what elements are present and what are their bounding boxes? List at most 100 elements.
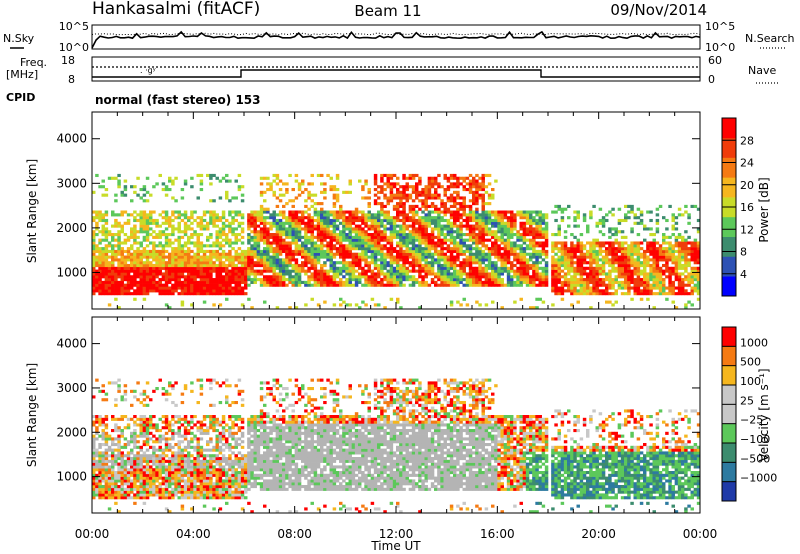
power-cell bbox=[557, 266, 561, 270]
power-cell bbox=[225, 238, 229, 242]
power-cell bbox=[345, 218, 349, 223]
power-cell bbox=[320, 263, 324, 268]
power-cell bbox=[639, 261, 644, 265]
power-cell bbox=[174, 266, 178, 270]
power-cell bbox=[671, 286, 675, 290]
power-cell bbox=[313, 224, 318, 228]
power-cell bbox=[481, 173, 485, 178]
power-cell bbox=[586, 255, 590, 259]
power-cell bbox=[481, 207, 485, 211]
power-cell bbox=[221, 216, 226, 220]
power-cell bbox=[392, 261, 397, 265]
power-cell bbox=[601, 292, 606, 296]
power-cell bbox=[424, 269, 428, 273]
power-cell bbox=[636, 221, 641, 225]
power-cell bbox=[415, 255, 419, 259]
power-cell bbox=[535, 221, 539, 225]
power-cell bbox=[294, 269, 299, 273]
power-cell bbox=[668, 247, 672, 251]
power-cell bbox=[468, 204, 473, 208]
power-cell bbox=[636, 280, 641, 284]
power-cell bbox=[415, 263, 419, 268]
power-cell bbox=[405, 275, 409, 279]
power-cell bbox=[649, 275, 653, 279]
power-cell bbox=[253, 221, 257, 225]
power-cell bbox=[370, 272, 375, 276]
power-cell bbox=[209, 218, 213, 223]
power-cell bbox=[187, 247, 191, 251]
power-cell bbox=[554, 263, 558, 268]
power-cell bbox=[278, 224, 283, 228]
power-cell bbox=[487, 258, 492, 262]
power-cell bbox=[605, 218, 609, 223]
power-cell bbox=[459, 227, 463, 231]
velocity-cell bbox=[101, 476, 105, 480]
power-cell bbox=[617, 255, 622, 259]
power-cell bbox=[114, 233, 118, 237]
power-cell bbox=[627, 258, 631, 262]
power-cell bbox=[465, 187, 470, 192]
power-cell bbox=[320, 249, 324, 254]
power-cell bbox=[500, 238, 504, 242]
power-cell bbox=[304, 210, 308, 214]
power-cell bbox=[500, 224, 504, 228]
power-cell bbox=[383, 275, 387, 279]
power-cell bbox=[532, 263, 536, 268]
velocity-cell bbox=[98, 443, 102, 447]
power-cell bbox=[231, 196, 235, 200]
power-cell bbox=[652, 233, 656, 237]
power-cell bbox=[358, 233, 362, 237]
power-cell bbox=[136, 241, 140, 245]
power-cell bbox=[313, 278, 318, 282]
power-cell bbox=[652, 244, 656, 248]
power-cell bbox=[497, 221, 501, 225]
power-cell bbox=[304, 272, 308, 276]
power-cell bbox=[399, 190, 403, 194]
power-cell bbox=[671, 266, 675, 270]
power-cell bbox=[487, 280, 492, 284]
power-cell bbox=[361, 249, 365, 254]
power-cell bbox=[415, 238, 419, 242]
power-cell bbox=[573, 289, 577, 293]
power-cell bbox=[133, 283, 137, 287]
power-cell bbox=[171, 278, 175, 282]
power-cell bbox=[111, 289, 115, 293]
power-cell bbox=[193, 292, 197, 296]
power-cell bbox=[586, 292, 590, 296]
power-cell bbox=[408, 249, 413, 254]
power-cell bbox=[285, 227, 289, 231]
power-cell bbox=[674, 235, 679, 239]
power-cell bbox=[107, 263, 112, 268]
power-cell bbox=[513, 252, 517, 256]
power-cell bbox=[307, 216, 311, 220]
power-cell bbox=[225, 297, 229, 301]
power-cell bbox=[481, 272, 485, 276]
power-cell bbox=[310, 261, 314, 265]
power-cell bbox=[180, 286, 185, 290]
power-cell bbox=[354, 238, 359, 242]
power-cell bbox=[149, 275, 153, 279]
power-cell bbox=[256, 218, 261, 223]
power-cell bbox=[475, 187, 479, 192]
power-cell bbox=[443, 218, 447, 223]
power-cell bbox=[611, 292, 615, 296]
power-cell bbox=[415, 173, 419, 178]
power-cell bbox=[272, 283, 276, 287]
power-cell bbox=[247, 249, 251, 254]
velocity-cell bbox=[101, 398, 105, 402]
power-cell bbox=[145, 238, 150, 242]
power-cell bbox=[437, 255, 441, 259]
power-cell bbox=[693, 286, 698, 290]
power-cell bbox=[522, 252, 527, 256]
power-cell bbox=[658, 252, 663, 256]
power-cell bbox=[484, 230, 489, 234]
power-cell bbox=[142, 185, 147, 189]
power-cell bbox=[282, 263, 286, 268]
power-cell bbox=[107, 233, 112, 237]
power-cell bbox=[304, 204, 308, 208]
power-cell bbox=[332, 244, 337, 248]
power-cell bbox=[440, 258, 444, 262]
power-cell bbox=[120, 249, 124, 254]
power-cell bbox=[570, 249, 574, 254]
power-cell bbox=[120, 258, 124, 262]
